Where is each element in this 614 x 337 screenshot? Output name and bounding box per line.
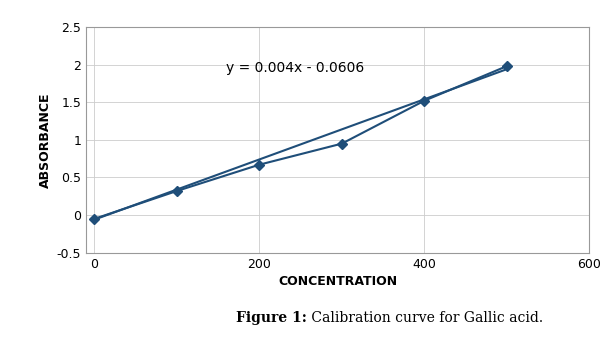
Y-axis label: ABSORBANCE: ABSORBANCE (39, 92, 52, 188)
Text: Figure 1:: Figure 1: (236, 311, 307, 326)
X-axis label: CONCENTRATION: CONCENTRATION (278, 275, 397, 288)
Text: Calibration curve for Gallic acid.: Calibration curve for Gallic acid. (307, 311, 543, 326)
Text: y = 0.004x - 0.0606: y = 0.004x - 0.0606 (227, 61, 365, 75)
